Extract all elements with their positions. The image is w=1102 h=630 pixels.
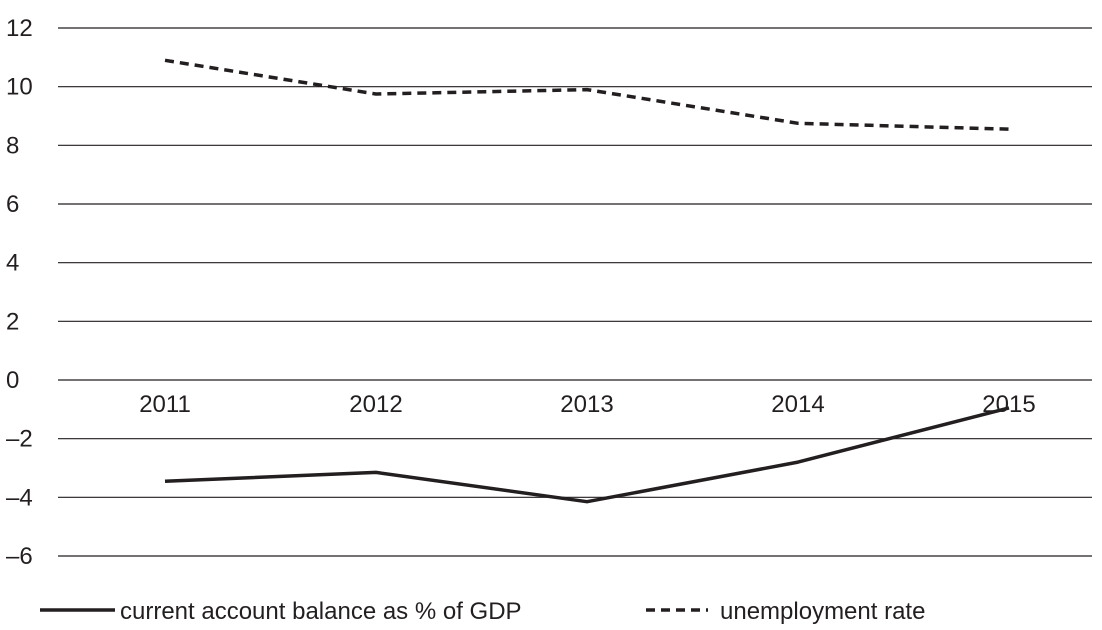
- x-tick-label: 2013: [560, 391, 613, 418]
- y-tick-label: –4: [6, 484, 33, 511]
- y-tick-label: 0: [6, 367, 19, 394]
- y-tick-label: 12: [6, 15, 33, 42]
- y-tick-label: –2: [6, 426, 33, 453]
- legend: current account balance as % of GDP unem…: [40, 598, 925, 625]
- series-line-unemployment: [164, 58, 1010, 131]
- x-axis-tick-labels: 2011 2012 2013 2014 2015: [139, 391, 1036, 418]
- data-series: [164, 58, 1010, 504]
- x-tick-label: 2014: [771, 391, 824, 418]
- gridlines: [58, 27, 1092, 557]
- y-tick-label: 6: [6, 191, 19, 218]
- x-tick-label: 2011: [139, 391, 191, 418]
- y-tick-label: 8: [6, 132, 19, 159]
- y-tick-label: 10: [6, 74, 33, 101]
- y-tick-label: –6: [6, 543, 33, 570]
- y-tick-label: 4: [6, 250, 19, 277]
- series-line-current-account: [164, 406, 1010, 504]
- legend-label-current-account: current account balance as % of GDP: [120, 598, 522, 625]
- y-tick-label: 2: [6, 308, 19, 335]
- y-axis-tick-labels: 12 10 8 6 4 2 0 –2 –4 –6: [6, 15, 33, 570]
- legend-label-unemployment: unemployment rate: [720, 598, 925, 625]
- x-tick-label: 2012: [349, 391, 402, 418]
